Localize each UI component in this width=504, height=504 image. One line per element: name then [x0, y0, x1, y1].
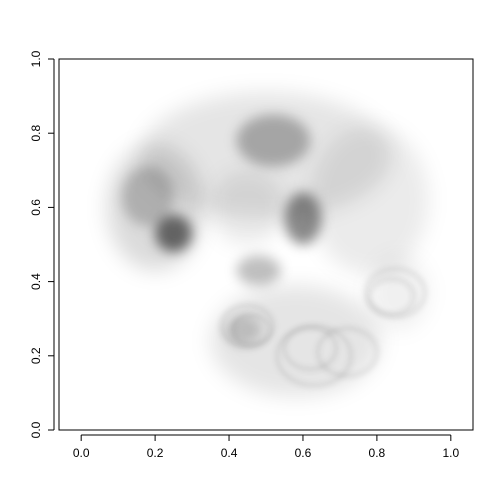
- density-cloud-blob-2: [310, 125, 429, 275]
- y-tick-label-2: 0.4: [29, 273, 43, 290]
- plot-frame: [58, 58, 474, 431]
- x-tick-label-4: 0.8: [369, 446, 386, 460]
- y-tick-label-1: 0.2: [29, 347, 43, 364]
- x-tick-label-5: 1.0: [442, 446, 459, 460]
- density-core-3: [121, 166, 174, 226]
- density-strand-5: [368, 277, 416, 316]
- y-tick-label-3: 0.6: [29, 199, 43, 216]
- density-cores: [121, 114, 322, 345]
- density-strand-0: [220, 303, 275, 349]
- density-strand-6: [316, 326, 379, 378]
- density-strand-2: [275, 324, 353, 387]
- density-core-1: [284, 192, 322, 245]
- x-axis: 0.0 0.2 0.4 0.6 0.8 1.0: [73, 434, 459, 460]
- y-tick-label-5: 1.0: [29, 50, 43, 67]
- density-cloud-blob-4: [210, 170, 285, 245]
- density-core-2: [155, 214, 193, 252]
- x-tick-label-2: 0.4: [221, 446, 238, 460]
- x-tick-label-3: 0.6: [295, 446, 312, 460]
- y-tick-label-0: 0.0: [29, 421, 43, 438]
- y-axis: 0.0 0.2 0.4 0.6 0.8 1.0: [29, 50, 55, 438]
- density-core-5: [225, 314, 263, 345]
- density-strand-3: [282, 326, 338, 371]
- density-strand-4: [364, 267, 427, 318]
- density-cloud-blob-3: [210, 285, 381, 397]
- density-core-0: [236, 114, 311, 167]
- density-strands: [220, 267, 427, 387]
- density-core-4: [236, 255, 281, 286]
- x-tick-label-1: 0.2: [147, 446, 164, 460]
- density-cloud-blob-5: [369, 255, 429, 330]
- x-tick-label-0: 0.0: [73, 446, 90, 460]
- y-tick-label-4: 0.8: [29, 125, 43, 142]
